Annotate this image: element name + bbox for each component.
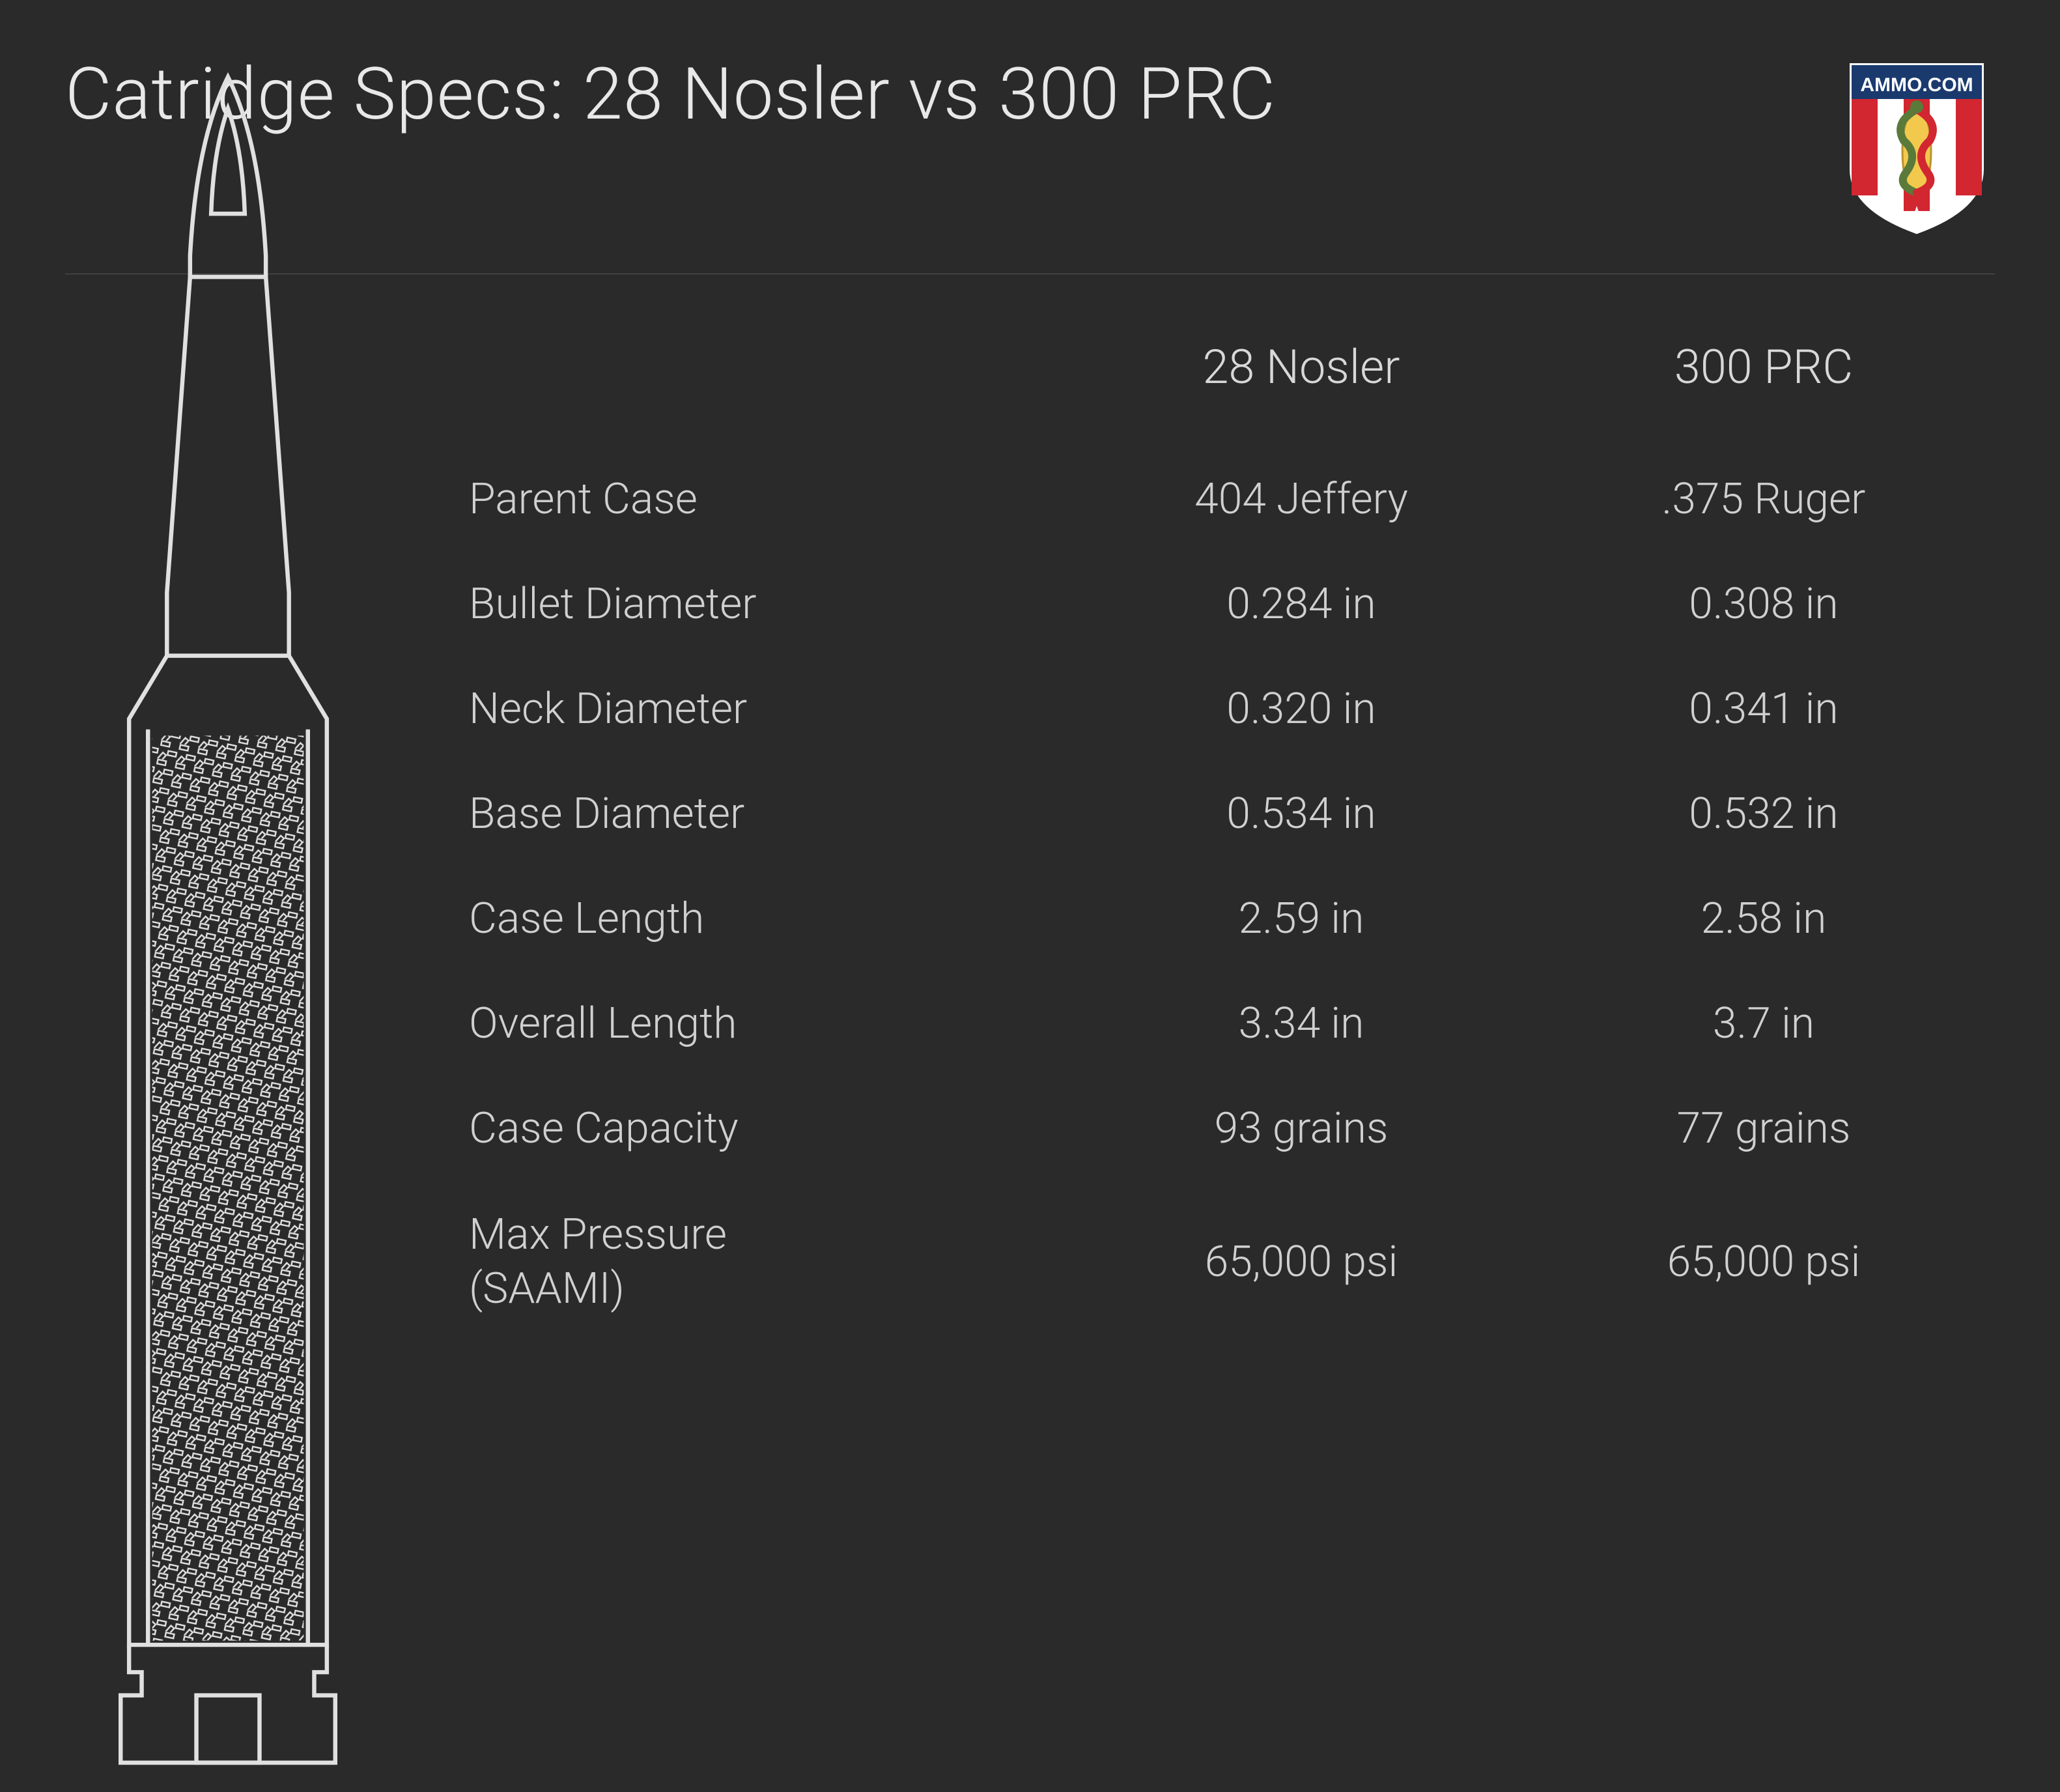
spec-value: 77 grains xyxy=(1532,1103,1995,1154)
spec-value: 404 Jeffery xyxy=(1070,474,1532,524)
spec-value: 0.341 in xyxy=(1532,684,1995,734)
spec-row: Neck Diameter 0.320 in 0.341 in xyxy=(469,657,1995,761)
cartridge-diagram xyxy=(65,339,391,1519)
spec-value: .375 Ruger xyxy=(1532,474,1995,524)
spec-value: 0.308 in xyxy=(1532,579,1995,629)
table-header-row: 28 Nosler 300 PRC xyxy=(469,339,1995,447)
spec-label: Case Length xyxy=(469,894,1070,944)
spec-label: Base Diameter xyxy=(469,789,1070,839)
spec-value: 3.34 in xyxy=(1070,999,1532,1049)
spec-table: 28 Nosler 300 PRC Parent Case 404 Jeffer… xyxy=(469,339,1995,1519)
col-header-1: 28 Nosler xyxy=(1070,339,1532,395)
spec-label: Bullet Diameter xyxy=(469,579,1070,629)
header-spacer xyxy=(469,339,1070,395)
spec-value: 3.7 in xyxy=(1532,999,1995,1049)
spec-value: 0.284 in xyxy=(1070,579,1532,629)
spec-row: Parent Case 404 Jeffery .375 Ruger xyxy=(469,447,1995,552)
spec-value: 0.534 in xyxy=(1070,789,1532,839)
col-header-2: 300 PRC xyxy=(1532,339,1995,395)
spec-value: 0.532 in xyxy=(1532,789,1995,839)
spec-card: Catridge Specs: 28 Nosler vs 300 PRC AMM… xyxy=(0,0,2060,1518)
shield-logo-icon: AMMO.COM xyxy=(1839,52,1995,235)
spec-value: 2.58 in xyxy=(1532,894,1995,944)
spec-label: Neck Diameter xyxy=(469,684,1070,734)
spec-label: Case Capacity xyxy=(469,1103,1070,1154)
spec-value: 0.320 in xyxy=(1070,684,1532,734)
content-area: 28 Nosler 300 PRC Parent Case 404 Jeffer… xyxy=(65,339,1995,1519)
spec-value: 65,000 psi xyxy=(1532,1237,1995,1287)
cartridge-icon xyxy=(91,66,365,1792)
spec-value: 93 grains xyxy=(1070,1103,1532,1154)
spec-row: Base Diameter 0.534 in 0.532 in xyxy=(469,761,1995,866)
spec-row: Bullet Diameter 0.284 in 0.308 in xyxy=(469,552,1995,657)
spec-label: Max Pressure (SAAMI) xyxy=(469,1208,1070,1316)
spec-label: Parent Case xyxy=(469,474,1070,524)
ammo-logo: AMMO.COM xyxy=(1839,52,1995,235)
spec-row: Case Length 2.59 in 2.58 in xyxy=(469,866,1995,971)
spec-value: 65,000 psi xyxy=(1070,1237,1532,1287)
spec-value: 2.59 in xyxy=(1070,894,1532,944)
spec-row: Overall Length 3.34 in 3.7 in xyxy=(469,971,1995,1076)
spec-row: Max Pressure (SAAMI) 65,000 psi 65,000 p… xyxy=(469,1181,1995,1343)
logo-text: AMMO.COM xyxy=(1860,74,1973,96)
spec-label: Overall Length xyxy=(469,999,1070,1049)
spec-row: Case Capacity 93 grains 77 grains xyxy=(469,1076,1995,1181)
